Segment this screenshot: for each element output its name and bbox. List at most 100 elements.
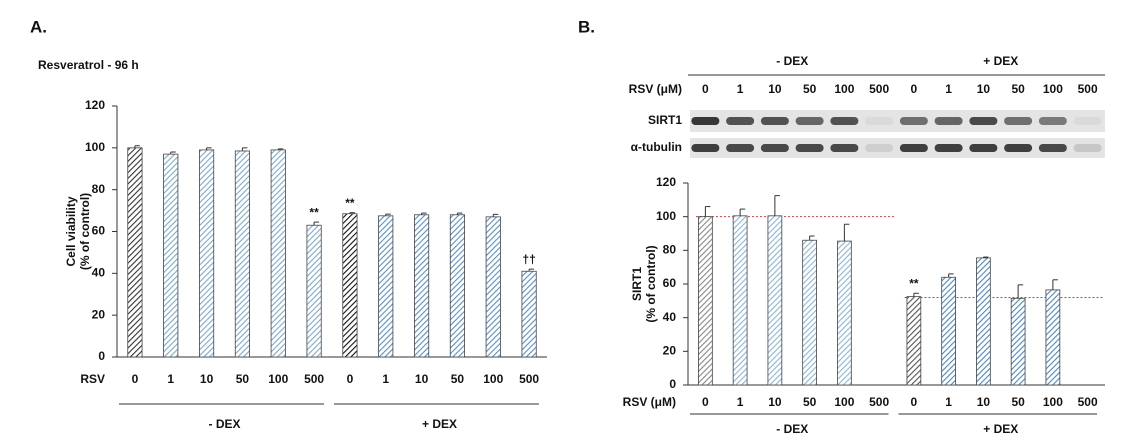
blot-band <box>899 117 928 125</box>
blot-band <box>1073 144 1102 152</box>
y-tick-label: 80 <box>92 182 106 196</box>
panel-label: A. <box>30 17 47 36</box>
annotation: ** <box>909 276 919 290</box>
x-tick-label: 100 <box>268 372 288 386</box>
blot-band <box>1038 117 1067 125</box>
bar <box>378 215 394 358</box>
x-tick-label: 50 <box>803 395 817 409</box>
bar <box>941 276 956 386</box>
group-label: + DEX <box>983 422 1018 436</box>
x-tick-label: 100 <box>483 372 503 386</box>
lane-label: 1 <box>945 82 952 96</box>
x-tick-label: 500 <box>1078 395 1098 409</box>
blot-band <box>969 117 998 125</box>
x-tick-label: 0 <box>347 372 354 386</box>
lane-label: 100 <box>1043 82 1063 96</box>
lane-label: 10 <box>977 82 991 96</box>
annotation: ** <box>309 205 319 219</box>
y-tick-label: 40 <box>92 266 106 280</box>
lane-label: 10 <box>768 82 782 96</box>
bar <box>976 257 991 386</box>
x-tick-label: 0 <box>132 372 139 386</box>
blot-band <box>726 117 755 125</box>
blot-band <box>899 144 928 152</box>
y-tick-label: 40 <box>663 310 677 324</box>
x-tick-label: 0 <box>911 395 918 409</box>
y-tick-label: 100 <box>656 209 676 223</box>
x-tick-label: 10 <box>977 395 991 409</box>
blot-group-label: - DEX <box>776 54 808 68</box>
bar <box>234 150 250 358</box>
x-tick-label: 0 <box>702 395 709 409</box>
blot-row-label: α-tubulin <box>631 140 682 154</box>
y-axis-label: (% of control) <box>644 245 658 322</box>
y-tick-label: 20 <box>663 344 677 358</box>
group-label: + DEX <box>422 417 457 431</box>
y-tick-label: 0 <box>98 349 105 363</box>
blot-band <box>760 144 789 152</box>
annotation: †† <box>522 252 535 266</box>
blot-band <box>691 117 720 125</box>
chart-title: Resveratrol - 96 h <box>38 58 139 72</box>
y-axis-label: Cell viability <box>64 196 78 266</box>
group-label: - DEX <box>776 422 808 436</box>
y-axis-label: SIRT1 <box>630 267 644 301</box>
bar <box>802 239 817 386</box>
y-tick-label: 60 <box>663 276 677 290</box>
x-tick-label: 10 <box>415 372 429 386</box>
y-tick-label: 20 <box>92 307 106 321</box>
blot-band <box>1004 144 1033 152</box>
x-tick-label: 1 <box>945 395 952 409</box>
x-tick-label: 500 <box>519 372 539 386</box>
blot-band <box>760 117 789 125</box>
blot-band <box>865 117 894 125</box>
y-tick-label: 80 <box>663 243 677 257</box>
panel-label: B. <box>578 17 595 36</box>
blot-band <box>969 144 998 152</box>
blot-band <box>934 144 963 152</box>
lane-label: 50 <box>803 82 817 96</box>
x-tick-label: 50 <box>1011 395 1025 409</box>
blot-band <box>865 144 894 152</box>
blot-band <box>691 144 720 152</box>
bar <box>270 149 286 358</box>
bar <box>127 147 143 358</box>
x-tick-label: 50 <box>451 372 465 386</box>
x-axis-label: RSV <box>80 372 105 386</box>
bar <box>732 215 748 386</box>
bar <box>449 214 465 358</box>
x-tick-label: 1 <box>167 372 174 386</box>
bar <box>306 224 322 358</box>
blot-band <box>934 117 963 125</box>
blot-x-label: RSV (μM) <box>629 82 682 96</box>
y-tick-label: 100 <box>85 140 105 154</box>
y-tick-label: 120 <box>85 98 105 112</box>
y-axis-label: (% of control) <box>78 193 92 270</box>
y-tick-label: 60 <box>92 224 106 238</box>
annotation: ** <box>345 196 355 210</box>
x-tick-label: 500 <box>304 372 324 386</box>
x-axis-label: RSV (μM) <box>623 395 676 409</box>
blot-band <box>1073 117 1102 125</box>
x-tick-label: 100 <box>1043 395 1063 409</box>
x-tick-label: 10 <box>200 372 214 386</box>
bar <box>342 213 358 358</box>
bar <box>163 153 179 358</box>
blot-background <box>690 110 1105 132</box>
x-tick-label: 500 <box>869 395 889 409</box>
lane-label: 500 <box>1078 82 1098 96</box>
bar <box>485 216 501 358</box>
bar <box>1045 289 1061 386</box>
blot-band <box>795 117 824 125</box>
blot-band <box>726 144 755 152</box>
x-tick-label: 100 <box>834 395 854 409</box>
bar <box>906 296 922 386</box>
bar <box>414 214 430 358</box>
blot-background <box>690 138 1105 158</box>
blot-group-label: + DEX <box>983 54 1018 68</box>
lane-label: 50 <box>1011 82 1025 96</box>
blot-band <box>1004 117 1033 125</box>
y-tick-label: 0 <box>669 377 676 391</box>
x-tick-label: 50 <box>236 372 250 386</box>
